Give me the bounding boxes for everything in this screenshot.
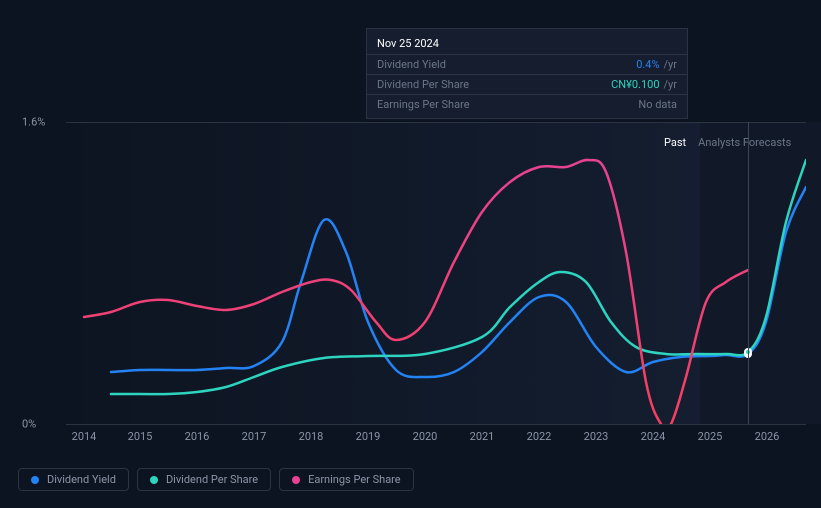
series-line	[84, 160, 748, 424]
chart-svg	[66, 122, 806, 424]
forecast-label: Analysts Forecasts	[698, 136, 791, 149]
legend-dot	[292, 476, 300, 484]
tooltip-row: Dividend Per Share CN¥0.100/yr	[367, 74, 687, 94]
past-label: Past	[664, 136, 686, 149]
x-axis: 2014 2015 2016 2017 2018 2019 2020 2021 2022 2023…	[66, 430, 806, 450]
x-axis-label: 2024	[641, 430, 666, 443]
divider-labels: Past Analysts Forecasts	[664, 136, 791, 149]
y-axis-label: 0%	[22, 418, 36, 431]
series-line	[111, 187, 806, 377]
legend-label: Dividend Yield	[47, 473, 116, 486]
x-axis-label: 2025	[698, 430, 723, 443]
series-line	[111, 160, 806, 394]
chart-container: 1.6%0% Past Analysts Forecasts 201420152…	[18, 10, 808, 455]
legend-dot	[150, 476, 158, 484]
x-axis-label: 2014	[72, 430, 97, 443]
legend: Dividend Yield Dividend Per Share Earnings…	[18, 468, 414, 491]
legend-label: Dividend Per Share	[166, 473, 258, 486]
past-future-divider	[748, 122, 749, 424]
legend-item[interactable]: Dividend Yield	[18, 468, 129, 491]
y-axis-label: 1.6%	[22, 116, 45, 129]
tooltip-metric-value: 0.4%/yr	[636, 58, 677, 71]
tooltip-metric-label: Earnings Per Share	[377, 98, 470, 111]
x-axis-label: 2020	[413, 430, 438, 443]
x-axis-label: 2022	[527, 430, 552, 443]
tooltip-metric-label: Dividend Yield	[377, 58, 446, 71]
tooltip-row: Dividend Yield 0.4%/yr	[367, 54, 687, 74]
x-axis-label: 2023	[584, 430, 609, 443]
plot-area[interactable]: 1.6%0%	[66, 122, 806, 424]
tooltip-metric-value: CN¥0.100/yr	[611, 78, 677, 91]
tooltip-row: Earnings Per Share No data	[367, 94, 687, 114]
x-axis-label: 2017	[242, 430, 267, 443]
legend-label: Earnings Per Share	[308, 473, 401, 486]
legend-item[interactable]: Dividend Per Share	[137, 468, 271, 491]
x-axis-label: 2018	[299, 430, 324, 443]
x-axis-label: 2019	[356, 430, 381, 443]
x-axis-label: 2015	[128, 430, 153, 443]
x-axis-label: 2016	[185, 430, 210, 443]
tooltip-metric-label: Dividend Per Share	[377, 78, 469, 91]
legend-dot	[31, 476, 39, 484]
tooltip-date: Nov 25 2024	[367, 33, 687, 54]
legend-item[interactable]: Earnings Per Share	[279, 468, 414, 491]
tooltip-metric-value: No data	[638, 98, 677, 111]
tooltip: Nov 25 2024 Dividend Yield0.4%/yrDividen…	[366, 28, 688, 119]
x-axis-label: 2021	[470, 430, 495, 443]
gridline	[66, 424, 806, 425]
x-axis-label: 2026	[755, 430, 780, 443]
